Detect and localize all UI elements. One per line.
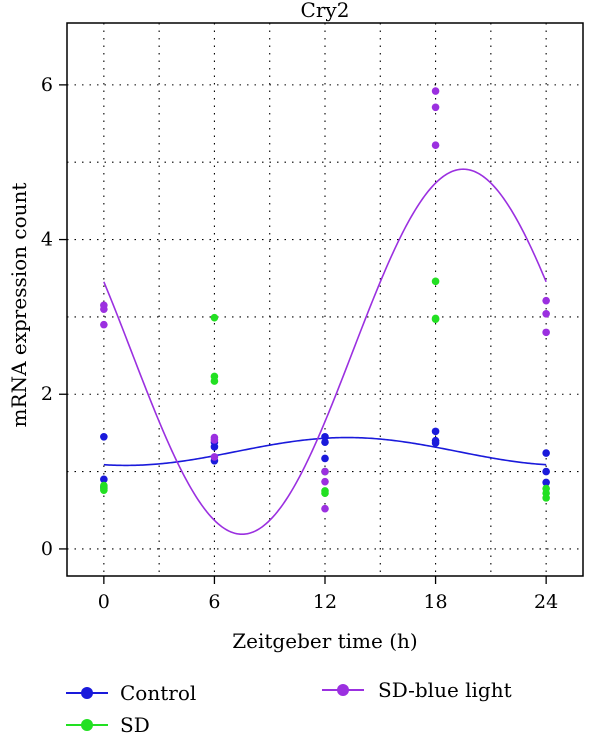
legend-label-control: Control [120, 681, 196, 705]
chart-title: Cry2 [301, 0, 350, 22]
x-tick-label: 24 [534, 591, 558, 613]
legend-label-sd-blue-light: SD-blue light [378, 678, 512, 702]
data-point-control [100, 475, 108, 484]
x-axis-label: Zeitgeber time (h) [232, 629, 417, 653]
data-point-control [321, 432, 329, 441]
x-tick-label: 6 [208, 591, 220, 613]
data-point-sd-blue-light [431, 141, 440, 150]
data-point-sd-blue-light [321, 467, 329, 476]
legend-item-sd: SD [66, 713, 150, 735]
data-point-sd-blue-light [210, 436, 219, 444]
data-point-sd-blue-light [321, 504, 329, 513]
data-point-sd-blue-light [542, 310, 550, 318]
data-point-sd [210, 377, 219, 385]
data-point-control [542, 449, 550, 457]
legend-label-sd: SD [120, 713, 150, 735]
data-point-control [100, 432, 108, 441]
data-point-sd [321, 489, 329, 498]
data-point-sd-blue-light [321, 477, 329, 486]
x-tick-label: 12 [313, 591, 337, 613]
data-point-sd-blue-light [100, 305, 108, 313]
data-point-control [321, 454, 329, 463]
data-point-control [542, 478, 550, 487]
data-point-sd-blue-light [431, 87, 440, 95]
data-point-sd-blue-light [210, 453, 219, 461]
data-point-control [321, 438, 329, 446]
data-point-control [431, 427, 440, 436]
data-point-sd [542, 494, 550, 502]
data-point-sd-blue-light [431, 103, 440, 112]
x-tick-label: 18 [423, 591, 447, 613]
data-point-sd [431, 277, 440, 286]
legend: Control SD SD-blue light [66, 678, 512, 735]
x-tick-label: 0 [98, 591, 110, 613]
y-tick-label: 6 [41, 74, 53, 96]
data-point-sd [431, 315, 440, 324]
data-point-sd-blue-light [100, 320, 108, 329]
data-point-sd-blue-light [542, 296, 550, 305]
data-point-control [542, 467, 550, 476]
y-tick-label: 0 [41, 538, 53, 560]
y-tick-label: 2 [41, 383, 53, 405]
data-point-control [210, 443, 219, 451]
y-tick-label: 4 [41, 229, 53, 251]
data-point-sd-blue-light [542, 328, 550, 337]
fit-curve-sd-blue-light [103, 168, 547, 536]
data-point-sd [100, 486, 108, 494]
data-point-control [431, 439, 440, 447]
y-axis-label: mRNA expression count [7, 183, 31, 428]
data-points [100, 87, 550, 513]
legend-item-sd-blue-light: SD-blue light [322, 678, 512, 702]
data-point-sd [210, 313, 219, 322]
legend-item-control: Control [66, 681, 196, 705]
